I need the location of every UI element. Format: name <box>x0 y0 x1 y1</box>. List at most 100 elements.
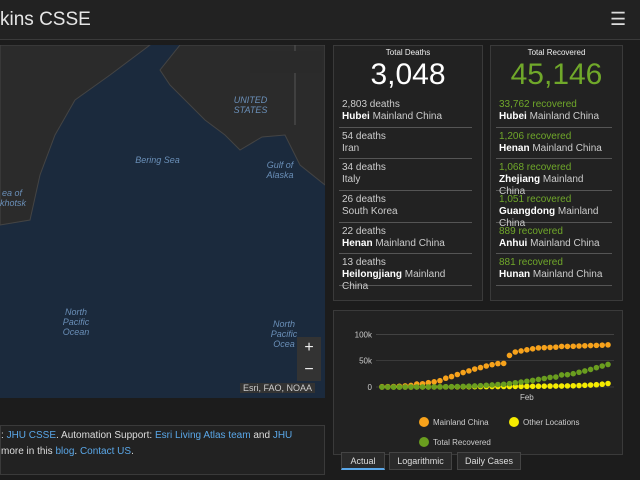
menu-icon[interactable]: ☰ <box>610 9 627 29</box>
link[interactable]: Esri Living Atlas team <box>154 430 251 441</box>
data-point <box>599 381 606 388</box>
data-point <box>524 383 530 390</box>
data-point <box>518 383 524 390</box>
recovered-list: 33,762 recovered Hubei Mainland China 1,20… <box>496 96 612 287</box>
count: 54 deaths <box>342 130 386 142</box>
data-point <box>402 384 408 390</box>
legend-swatch <box>509 417 519 427</box>
list-item: 889 recovered Anhui Mainland China <box>496 223 612 255</box>
legend-swatch <box>419 437 429 447</box>
data-point <box>564 343 571 350</box>
panel-title: Total Recovered <box>527 48 586 57</box>
country: Mainland China <box>532 269 603 281</box>
count: 13 deaths <box>342 257 386 269</box>
data-point <box>506 352 513 359</box>
y-tick-label: 100k <box>355 330 373 339</box>
data-point <box>553 374 559 380</box>
text: . <box>74 446 80 457</box>
data-point <box>570 370 577 377</box>
country: Italy <box>342 174 361 186</box>
link[interactable]: JHU <box>272 430 293 441</box>
data-point <box>582 342 588 349</box>
data-point <box>558 372 565 378</box>
data-point <box>535 376 542 383</box>
data-point <box>437 377 443 384</box>
data-point <box>437 384 443 390</box>
map-label: North Pacific Ocea <box>270 319 298 349</box>
total-deaths: 3,048 <box>370 58 446 91</box>
link[interactable]: JHU CSSE <box>6 430 57 441</box>
region: Hubei <box>499 111 527 122</box>
region: Zhejiang <box>499 174 541 186</box>
tab[interactable]: Actual <box>341 452 385 470</box>
data-point <box>396 384 403 390</box>
data-point <box>564 371 571 378</box>
data-point <box>547 374 553 381</box>
data-point <box>605 342 611 348</box>
list-item: 26 deaths South Korea <box>339 191 472 223</box>
count: 889 recovered <box>499 225 563 237</box>
header: kins CSSE ☰ <box>0 0 640 40</box>
footer-line: : JHU CSSE. Automation Support: Esri Liv… <box>1 428 324 444</box>
data-point <box>593 381 600 388</box>
map-label: Gulf of Alaska <box>266 160 294 180</box>
country: Mainland China <box>529 111 600 122</box>
data-point <box>413 384 420 390</box>
count: 1,051 recovered <box>499 194 572 206</box>
list-item: 1,068 recovered Zhejiang Mainland China <box>496 159 612 197</box>
region: Hunan <box>499 269 531 281</box>
data-point <box>518 379 524 385</box>
data-point <box>454 371 461 378</box>
legend-label: Total Recovered <box>433 438 491 447</box>
data-point <box>547 383 553 389</box>
data-point <box>466 383 472 390</box>
data-point <box>547 344 553 351</box>
count: 22 deaths <box>342 225 386 237</box>
link[interactable]: Contact US <box>79 446 132 457</box>
land <box>0 45 325 226</box>
data-point <box>587 382 594 388</box>
total-recovered: 45,146 <box>510 58 603 91</box>
count: 881 recovered <box>499 257 563 269</box>
data-point <box>535 345 542 351</box>
data-point <box>460 369 466 376</box>
data-point <box>541 383 548 389</box>
data-point <box>558 343 565 350</box>
tab[interactable]: Logarithmic <box>389 452 452 470</box>
data-point <box>587 366 594 373</box>
count: 26 deaths <box>342 194 386 206</box>
data-point <box>576 369 582 376</box>
country: Mainland China <box>375 237 445 249</box>
data-point <box>582 382 588 389</box>
deaths-list: 2,803 deaths Hubei Mainland China 54 death… <box>339 96 472 292</box>
deaths-panel: Total Deaths 3,048 2,803 deaths Hubei Mai… <box>333 45 483 301</box>
data-point <box>471 366 478 372</box>
data-point <box>529 383 536 390</box>
data-point <box>500 360 507 367</box>
data-point <box>570 382 577 389</box>
zoom-controls[interactable]: + − <box>297 337 321 381</box>
list-item: 54 deaths Iran <box>339 128 472 160</box>
tab[interactable]: Daily Cases <box>457 452 521 470</box>
list-item: 13 deaths Heilongjiang Mainland China <box>339 254 472 292</box>
country: Iran <box>342 142 360 154</box>
map-label: UNITED STATES <box>233 95 268 115</box>
data-point <box>408 384 414 390</box>
country: Mainland China <box>342 269 446 293</box>
data-point <box>593 342 600 349</box>
map-toolbar[interactable] <box>250 51 322 73</box>
text: . Automation Support: <box>56 430 155 441</box>
data-point <box>541 375 548 382</box>
map[interactable]: UNITED STATES Bering Sea Gulf of Alaska … <box>0 45 325 398</box>
data-point <box>593 364 600 371</box>
link[interactable]: blog <box>55 446 75 457</box>
footer: : JHU CSSE. Automation Support: Esri Liv… <box>0 425 325 475</box>
data-point <box>512 379 519 386</box>
data-point <box>529 377 536 384</box>
data-point <box>524 378 530 385</box>
map-label: Bering Sea <box>135 155 180 165</box>
list-item: 1,206 recovered Henan Mainland China <box>496 128 612 160</box>
data-point <box>500 381 507 388</box>
data-point <box>576 382 582 389</box>
